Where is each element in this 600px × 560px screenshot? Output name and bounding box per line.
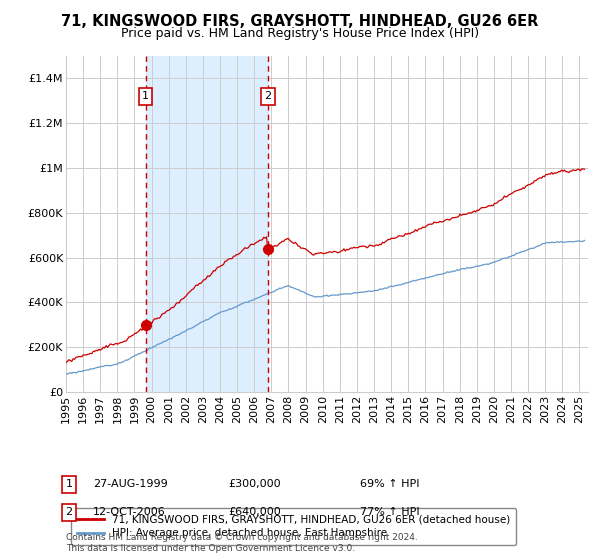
Text: 12-OCT-2006: 12-OCT-2006 — [93, 507, 166, 517]
Text: 2: 2 — [65, 507, 73, 517]
Text: 77% ↑ HPI: 77% ↑ HPI — [360, 507, 419, 517]
Text: 1: 1 — [65, 479, 73, 489]
Legend: 71, KINGSWOOD FIRS, GRAYSHOTT, HINDHEAD, GU26 6ER (detached house), HPI: Average: 71, KINGSWOOD FIRS, GRAYSHOTT, HINDHEAD,… — [71, 508, 517, 545]
Text: £300,000: £300,000 — [228, 479, 281, 489]
Text: 27-AUG-1999: 27-AUG-1999 — [93, 479, 168, 489]
Text: Price paid vs. HM Land Registry's House Price Index (HPI): Price paid vs. HM Land Registry's House … — [121, 27, 479, 40]
Text: 2: 2 — [264, 91, 271, 101]
Bar — [146, 56, 268, 392]
Text: 1: 1 — [142, 91, 149, 101]
Text: 69% ↑ HPI: 69% ↑ HPI — [360, 479, 419, 489]
Text: 71, KINGSWOOD FIRS, GRAYSHOTT, HINDHEAD, GU26 6ER: 71, KINGSWOOD FIRS, GRAYSHOTT, HINDHEAD,… — [61, 14, 539, 29]
Text: Contains HM Land Registry data © Crown copyright and database right 2024.
This d: Contains HM Land Registry data © Crown c… — [66, 534, 418, 553]
Text: £640,000: £640,000 — [228, 507, 281, 517]
